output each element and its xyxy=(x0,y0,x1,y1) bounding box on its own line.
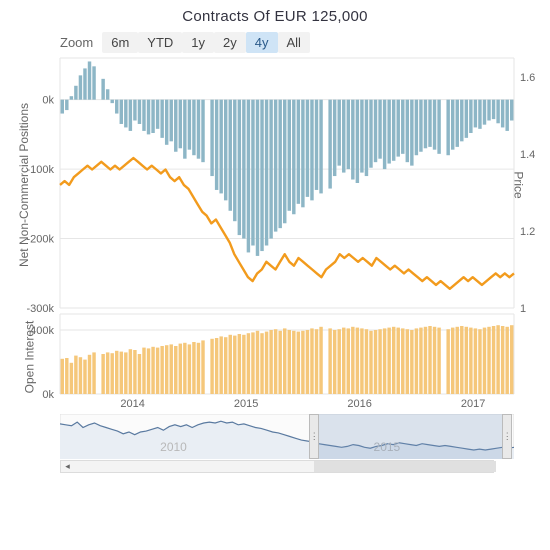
svg-text:2015: 2015 xyxy=(234,398,258,410)
navigator-handle-right[interactable]: ⋮ xyxy=(502,414,512,459)
zoom-btn-6m[interactable]: 6m xyxy=(102,32,138,53)
right-axis-label: Price xyxy=(511,171,525,198)
left-axis-label: Net Non-Commercial Positions xyxy=(17,103,31,267)
zoom-btn-4y[interactable]: 4y xyxy=(246,32,278,53)
zoom-label: Zoom xyxy=(60,35,93,50)
zoom-btn-all[interactable]: All xyxy=(278,32,310,53)
zoom-btn-1y[interactable]: 1y xyxy=(182,32,214,53)
svg-text:2010: 2010 xyxy=(160,440,187,454)
svg-text:1.2: 1.2 xyxy=(520,226,535,238)
open-interest-chart: Open Interest 400k0k xyxy=(60,314,494,394)
scroll-thumb[interactable] xyxy=(314,461,496,472)
zoom-btn-ytd[interactable]: YTD xyxy=(138,32,182,53)
navigator-scrollbar[interactable]: ◂ ▸ xyxy=(60,460,494,473)
navigator[interactable]: 20102015 ⋮ ⋮ xyxy=(60,414,494,459)
navigator-handle-left[interactable]: ⋮ xyxy=(309,414,319,459)
zoom-controls: Zoom 6mYTD1y2y4yAll xyxy=(60,35,540,50)
svg-text:2016: 2016 xyxy=(347,398,371,410)
svg-text:2017: 2017 xyxy=(461,398,485,410)
svg-text:0k: 0k xyxy=(42,389,54,401)
svg-text:1.6: 1.6 xyxy=(520,72,535,84)
svg-text:2014: 2014 xyxy=(120,398,144,410)
svg-text:1: 1 xyxy=(520,303,526,315)
scroll-left-icon[interactable]: ◂ xyxy=(61,461,74,472)
chart-title: Contracts Of EUR 125,000 xyxy=(10,8,540,25)
oi-axis-label: Open Interest xyxy=(22,321,36,394)
svg-text:1.4: 1.4 xyxy=(520,149,535,161)
zoom-btn-2y[interactable]: 2y xyxy=(214,32,246,53)
main-chart: Net Non-Commercial Positions Price 0k-10… xyxy=(60,58,494,308)
svg-text:-300k: -300k xyxy=(26,303,54,315)
svg-text:0k: 0k xyxy=(42,95,54,107)
